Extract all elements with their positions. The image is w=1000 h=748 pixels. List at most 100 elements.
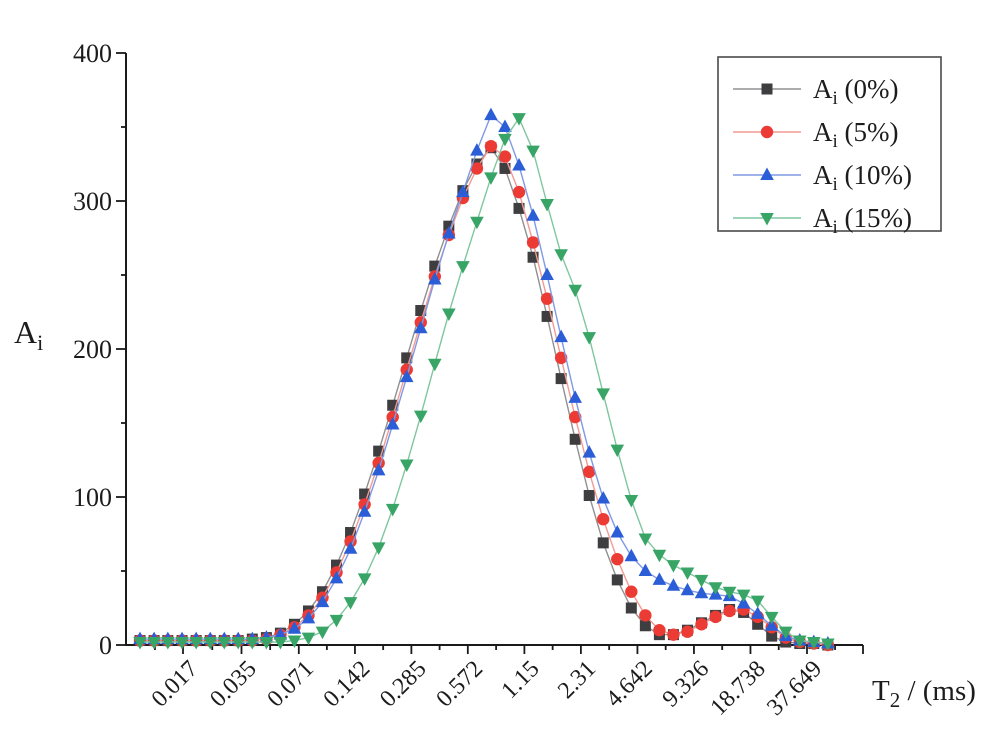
data-point-marker [512,157,526,171]
legend-label: Ai (0%) [813,74,899,109]
x-tick-label: 0.285 [375,656,432,713]
data-point-marker [610,525,625,538]
data-point-marker [778,626,793,640]
data-point-marker [569,433,581,445]
data-point-marker [245,637,260,650]
data-point-marker [217,637,232,650]
data-point-marker [499,162,511,174]
data-point-marker [385,416,400,430]
data-point-marker [427,358,442,372]
data-point-marker [133,637,147,650]
data-point-marker [301,610,316,624]
x-tick-label: 0.572 [431,656,488,713]
data-point-marker [343,541,358,554]
data-point-marker [624,494,639,508]
data-point-marker [695,618,708,631]
data-point-marker [399,459,414,472]
data-point-marker [147,637,161,650]
x-axis: 0.017 0.035 0.071 0.142 0.285 0.572 1.15 2.31 4.… [147,645,976,721]
data-point-marker [498,133,512,147]
data-point-marker [456,184,470,198]
legend-marker-circle [760,125,774,139]
data-point-marker [512,113,526,126]
data-point-marker [413,410,428,424]
legend-marker-triangle-up [760,167,774,180]
data-point-marker [568,410,582,424]
data-point-marker [484,107,498,121]
data-point-marker [231,637,245,650]
data-point-marker [484,140,498,153]
data-point-marker [442,308,456,321]
data-point-marker [189,637,203,650]
data-point-marker [470,216,484,230]
data-point-marker [736,596,751,609]
data-point-marker [429,260,441,272]
data-point-marker [301,632,316,646]
data-point-marker [639,609,652,622]
data-point-marker [582,332,597,345]
data-point-marker [624,548,639,562]
data-point-marker [680,582,695,596]
data-point-marker [273,637,288,650]
data-point-marker [752,618,764,630]
data-point-marker [161,637,175,650]
x-tick-label: 2.31 [553,656,601,704]
legend-entry: Ai (5%) [733,117,899,152]
data-point-marker [680,567,695,580]
data-point-marker [597,537,609,549]
data-point-marker [513,202,525,214]
data-point-marker [259,637,274,650]
data-point-marker [750,595,765,609]
data-point-marker [764,611,779,625]
data-point-marker [540,198,554,212]
data-point-marker [653,624,666,637]
y-axis: 0 100 200 300 400 Ai [14,39,126,660]
data-point-marker [359,488,371,500]
y-tick-label: 200 [73,335,112,364]
data-point-marker [625,602,637,614]
data-point-marker [498,150,512,163]
data-point-marker [554,249,568,262]
data-point-marker [667,628,680,641]
legend-entry: Ai (15%) [733,203,912,238]
data-point-marker [583,465,596,479]
legend-label: Ai (10%) [813,160,912,195]
legend-marker-square [761,83,773,95]
data-point-marker [736,589,751,603]
data-point-marker [583,490,595,502]
data-point-marker [596,388,611,401]
y-tick-label: 300 [73,187,112,216]
data-point-marker [540,292,554,305]
data-point-marker [415,305,427,317]
data-point-marker [723,604,736,618]
data-point-marker [371,462,386,476]
data-point-marker [287,621,302,634]
legend-label: Ai (15%) [813,203,912,238]
data-point-marker [766,630,778,642]
data-point-marker [526,236,540,249]
data-point-marker [666,578,681,591]
data-point-marker [329,570,344,584]
data-point-marker [470,162,484,175]
data-point-marker [331,559,343,571]
x-tick-label: 0.035 [205,656,262,713]
data-point-marker [373,445,385,457]
data-point-marker [527,251,539,263]
data-point-marker [554,329,568,343]
data-point-marker [638,533,653,546]
data-point-marker [611,574,623,586]
x-tick-label: 0.142 [319,656,376,713]
x-tick-label: 1.15 [497,656,545,704]
data-point-marker [401,352,413,364]
data-point-marker [694,574,709,588]
data-point-marker [611,552,624,566]
data-point-marker [610,444,625,458]
data-point-marker [750,606,765,619]
data-point-marker [287,635,302,649]
series-15pct [133,113,835,652]
data-point-marker [442,226,456,239]
data-point-marker [694,585,709,599]
legend-label: Ai (5%) [813,117,899,152]
